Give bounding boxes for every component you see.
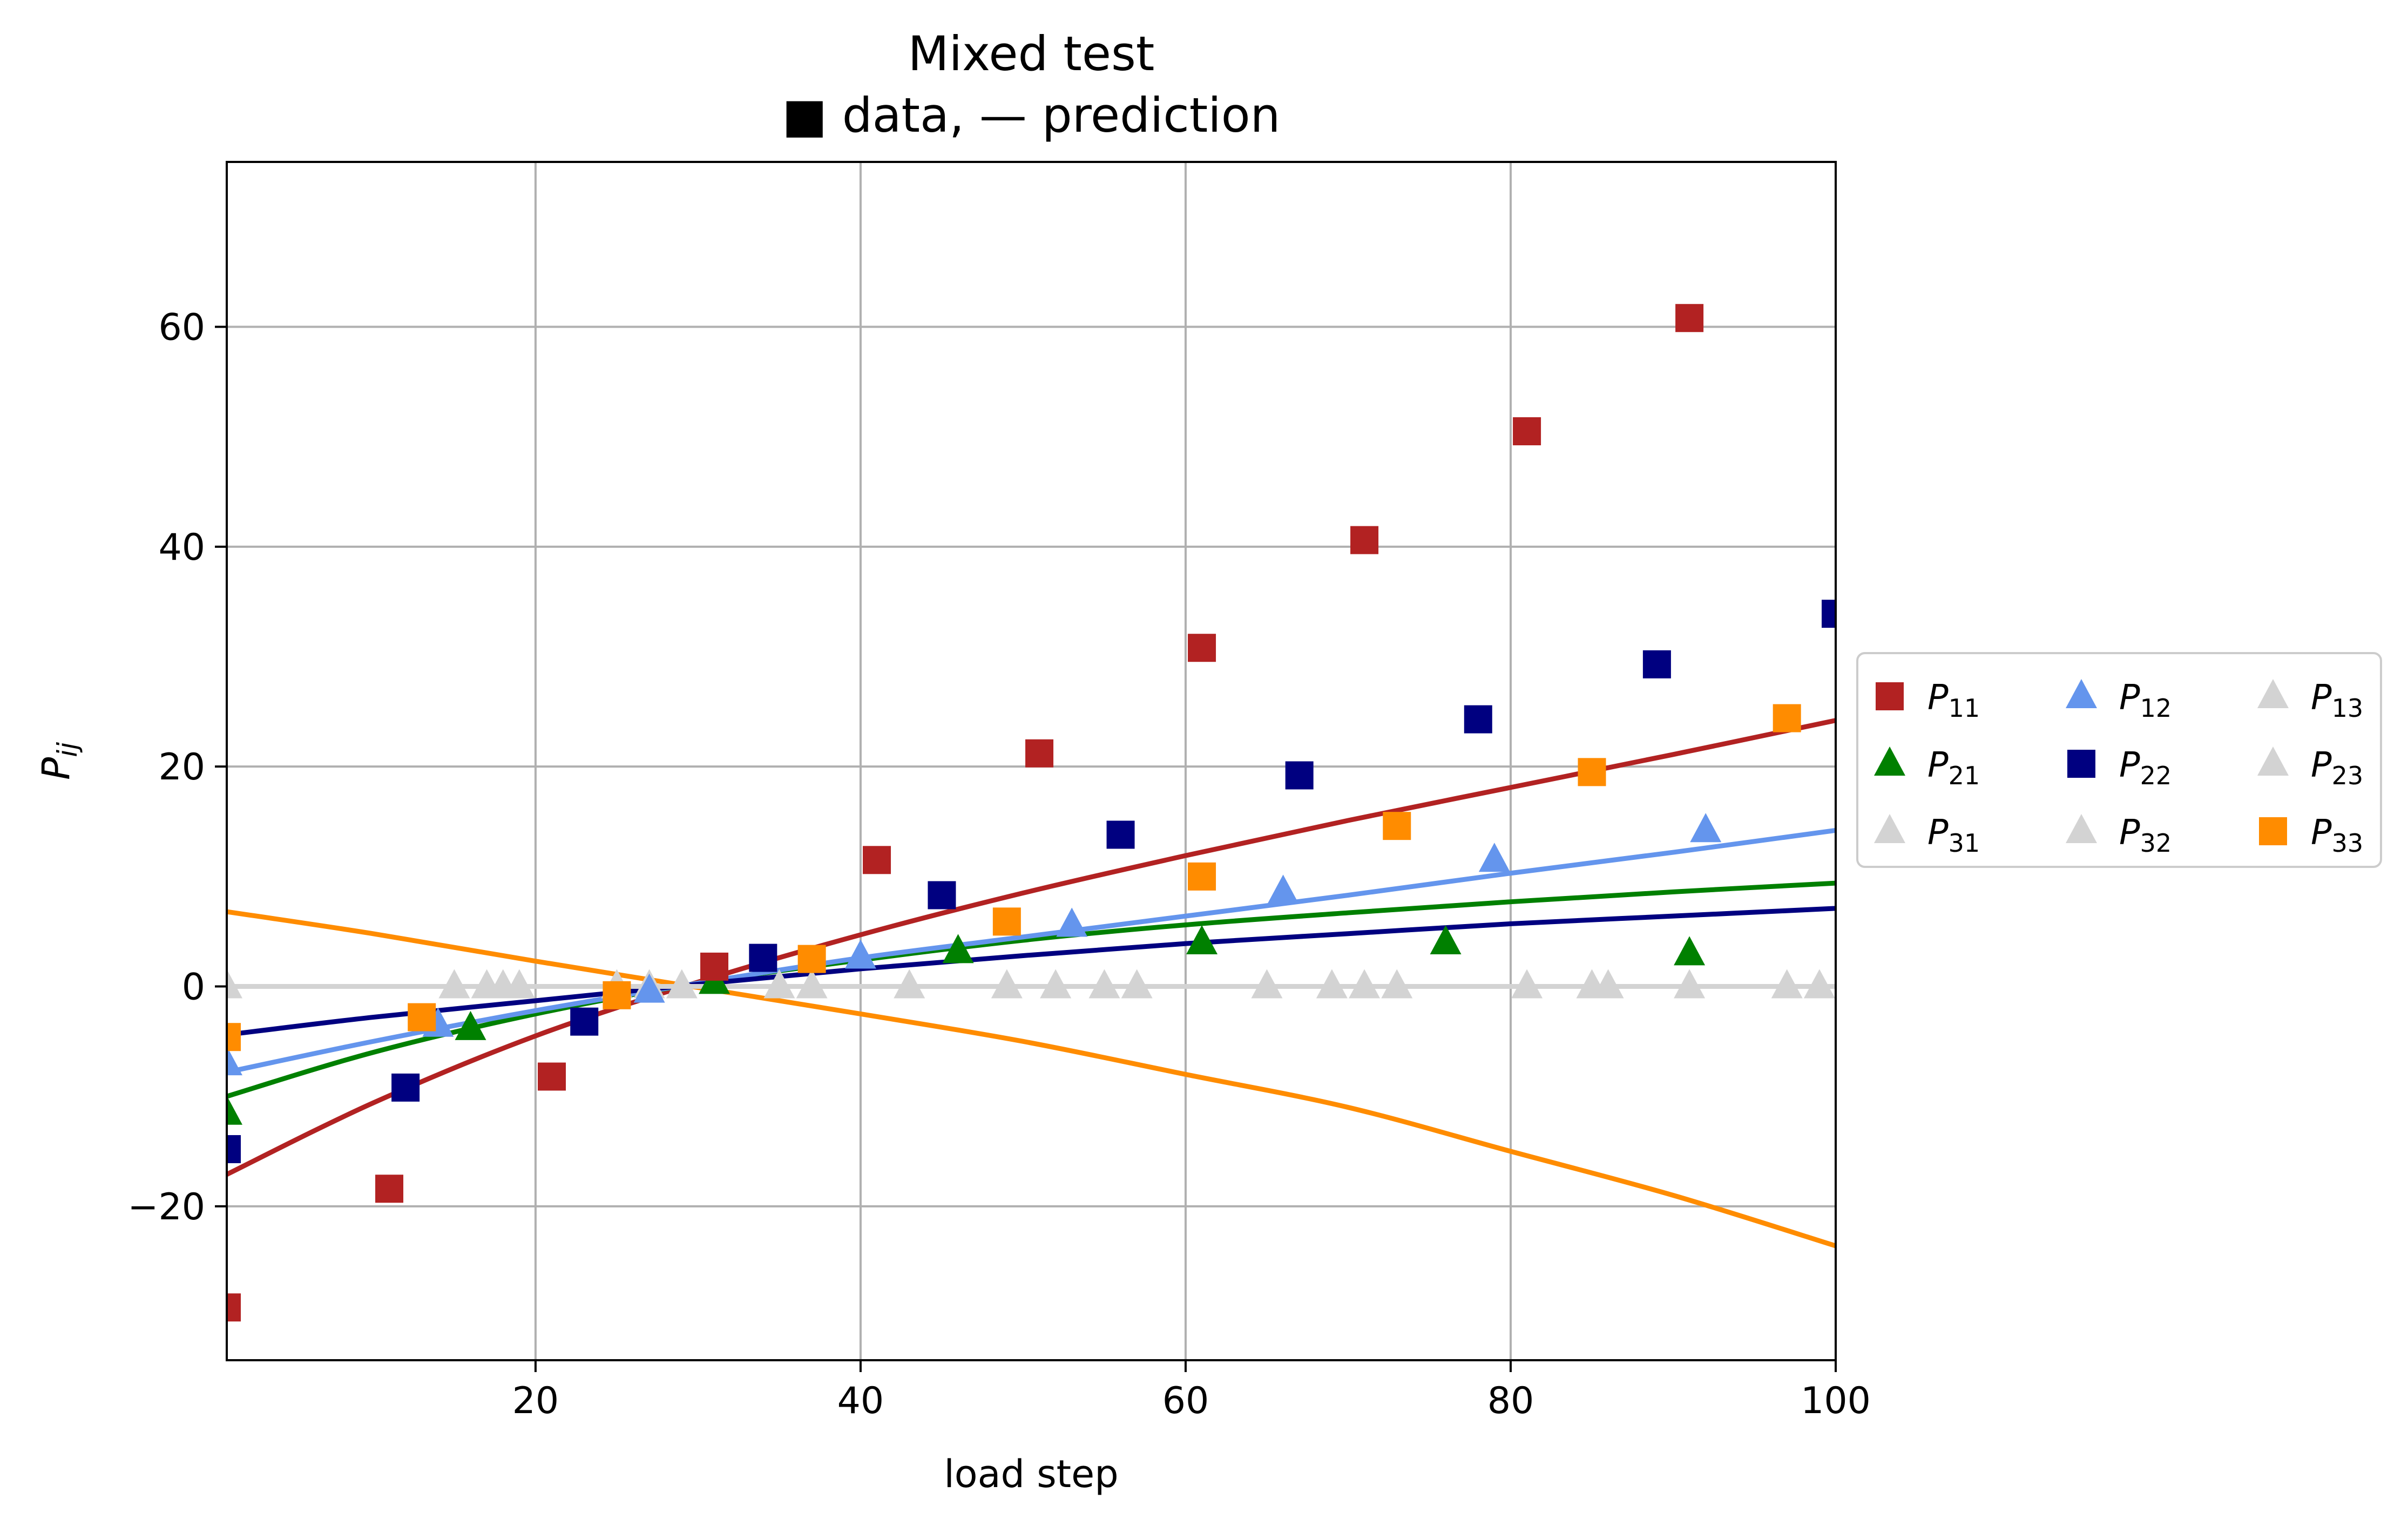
- data-point-P22: [928, 881, 956, 910]
- data-point-P33: [1383, 812, 1411, 840]
- data-point-P11: [1350, 526, 1379, 554]
- data-point-P11: [1188, 634, 1216, 662]
- y-tick-label: 60: [158, 307, 205, 349]
- data-point-P33: [227, 1023, 241, 1051]
- curve-P21-prediction: [227, 880, 1836, 1099]
- data-point-P11: [1025, 739, 1054, 768]
- data-point-P13: [438, 969, 470, 999]
- data-point-P33: [1773, 704, 1801, 732]
- data-point-P12: [844, 939, 876, 969]
- prediction-curves: [227, 718, 1836, 1248]
- y-tick-label: 0: [182, 966, 205, 1009]
- data-point-P13: [1040, 969, 1072, 999]
- y-tick-label: 40: [158, 526, 205, 569]
- data-point-P13: [1803, 969, 1835, 999]
- data-point-P13: [1251, 969, 1283, 999]
- data-point-P13: [227, 969, 242, 999]
- data-point-P13: [1511, 969, 1543, 999]
- legend-marker: [1874, 814, 1905, 843]
- data-point-P13: [1381, 969, 1413, 999]
- data-point-P33: [797, 945, 826, 973]
- x-tick-label: 80: [1487, 1380, 1534, 1422]
- x-tick-label: 20: [512, 1380, 559, 1422]
- data-point-P21: [942, 934, 974, 963]
- data-point-P21: [1186, 925, 1218, 955]
- curve-P11-prediction: [227, 718, 1836, 1177]
- data-point-P13: [1121, 969, 1153, 999]
- legend-marker: [2067, 750, 2095, 778]
- data-points: [227, 304, 1836, 1322]
- data-point-P33: [603, 981, 631, 1009]
- legend-marker: [1876, 682, 1904, 710]
- data-point-P12: [1267, 874, 1299, 904]
- data-point-P11: [538, 1062, 566, 1091]
- data-point-P21: [1674, 936, 1706, 966]
- data-point-P12: [1690, 813, 1722, 843]
- legend-frame: [1856, 652, 2382, 868]
- x-axis-label: load step: [944, 1452, 1118, 1496]
- axis-ticks: 20 40 60 80 100 −20 0 20 40 60: [127, 307, 1870, 1422]
- data-point-P11: [1675, 304, 1704, 332]
- data-point-P13: [1088, 969, 1120, 999]
- data-point-P22: [1285, 761, 1314, 790]
- data-point-P22: [570, 1007, 599, 1036]
- legend-marker: [2066, 679, 2097, 708]
- data-point-P12: [227, 1046, 242, 1076]
- chart-subtitle: ■ data, — prediction: [782, 87, 1281, 143]
- data-point-P13: [1771, 969, 1803, 999]
- legend-marker: [1874, 746, 1905, 776]
- data-point-P11: [700, 952, 729, 981]
- data-point-P13: [796, 969, 828, 999]
- data-point-P11: [863, 846, 891, 874]
- data-point-P11: [1513, 417, 1541, 445]
- data-point-P22: [1822, 600, 1836, 628]
- data-point-P13: [503, 969, 535, 999]
- legend-marker: [2066, 814, 2097, 843]
- curve-P12-prediction: [227, 827, 1836, 1075]
- data-point-P21: [227, 1095, 242, 1125]
- x-tick-label: 40: [837, 1380, 884, 1422]
- data-point-P13: [666, 969, 698, 999]
- data-point-P33: [992, 907, 1021, 936]
- legend-marker: [2257, 746, 2289, 776]
- legend-marker: [2257, 679, 2289, 708]
- x-tick-label: 100: [1801, 1380, 1871, 1422]
- data-point-P33: [408, 1003, 436, 1031]
- y-tick-label: 20: [158, 746, 205, 789]
- y-tick-label: −20: [127, 1186, 205, 1229]
- data-point-P13: [1349, 969, 1381, 999]
- x-tick-label: 60: [1162, 1380, 1209, 1422]
- chart-title: Mixed test: [908, 26, 1155, 82]
- data-point-P33: [1188, 862, 1216, 891]
- data-point-P13: [1592, 969, 1624, 999]
- plot-frame: [226, 161, 1837, 1361]
- data-point-P22: [391, 1073, 420, 1102]
- data-point-P11: [375, 1175, 404, 1203]
- data-point-P22: [1106, 820, 1135, 849]
- data-point-P13: [1674, 969, 1706, 999]
- legend-marker: [2259, 817, 2287, 845]
- data-point-P21: [1430, 925, 1462, 955]
- data-point-P22: [749, 944, 777, 972]
- data-point-P22: [227, 1135, 241, 1163]
- data-point-P21: [455, 1010, 486, 1040]
- data-point-P13: [1316, 969, 1348, 999]
- data-point-P22: [1464, 705, 1492, 734]
- curve-P22-prediction: [227, 906, 1836, 1037]
- data-point-P12: [633, 973, 665, 1003]
- data-point-P13: [991, 969, 1023, 999]
- data-point-P12: [1478, 843, 1510, 872]
- curve-P33-prediction: [227, 909, 1836, 1248]
- data-point-P33: [1578, 758, 1606, 786]
- data-point-P13: [894, 969, 925, 999]
- data-point-P13: [763, 969, 795, 999]
- data-point-P22: [1642, 650, 1671, 678]
- data-point-P12: [1056, 907, 1088, 937]
- legend-label: P22: [2119, 745, 2172, 790]
- data-point-P11: [227, 1293, 241, 1322]
